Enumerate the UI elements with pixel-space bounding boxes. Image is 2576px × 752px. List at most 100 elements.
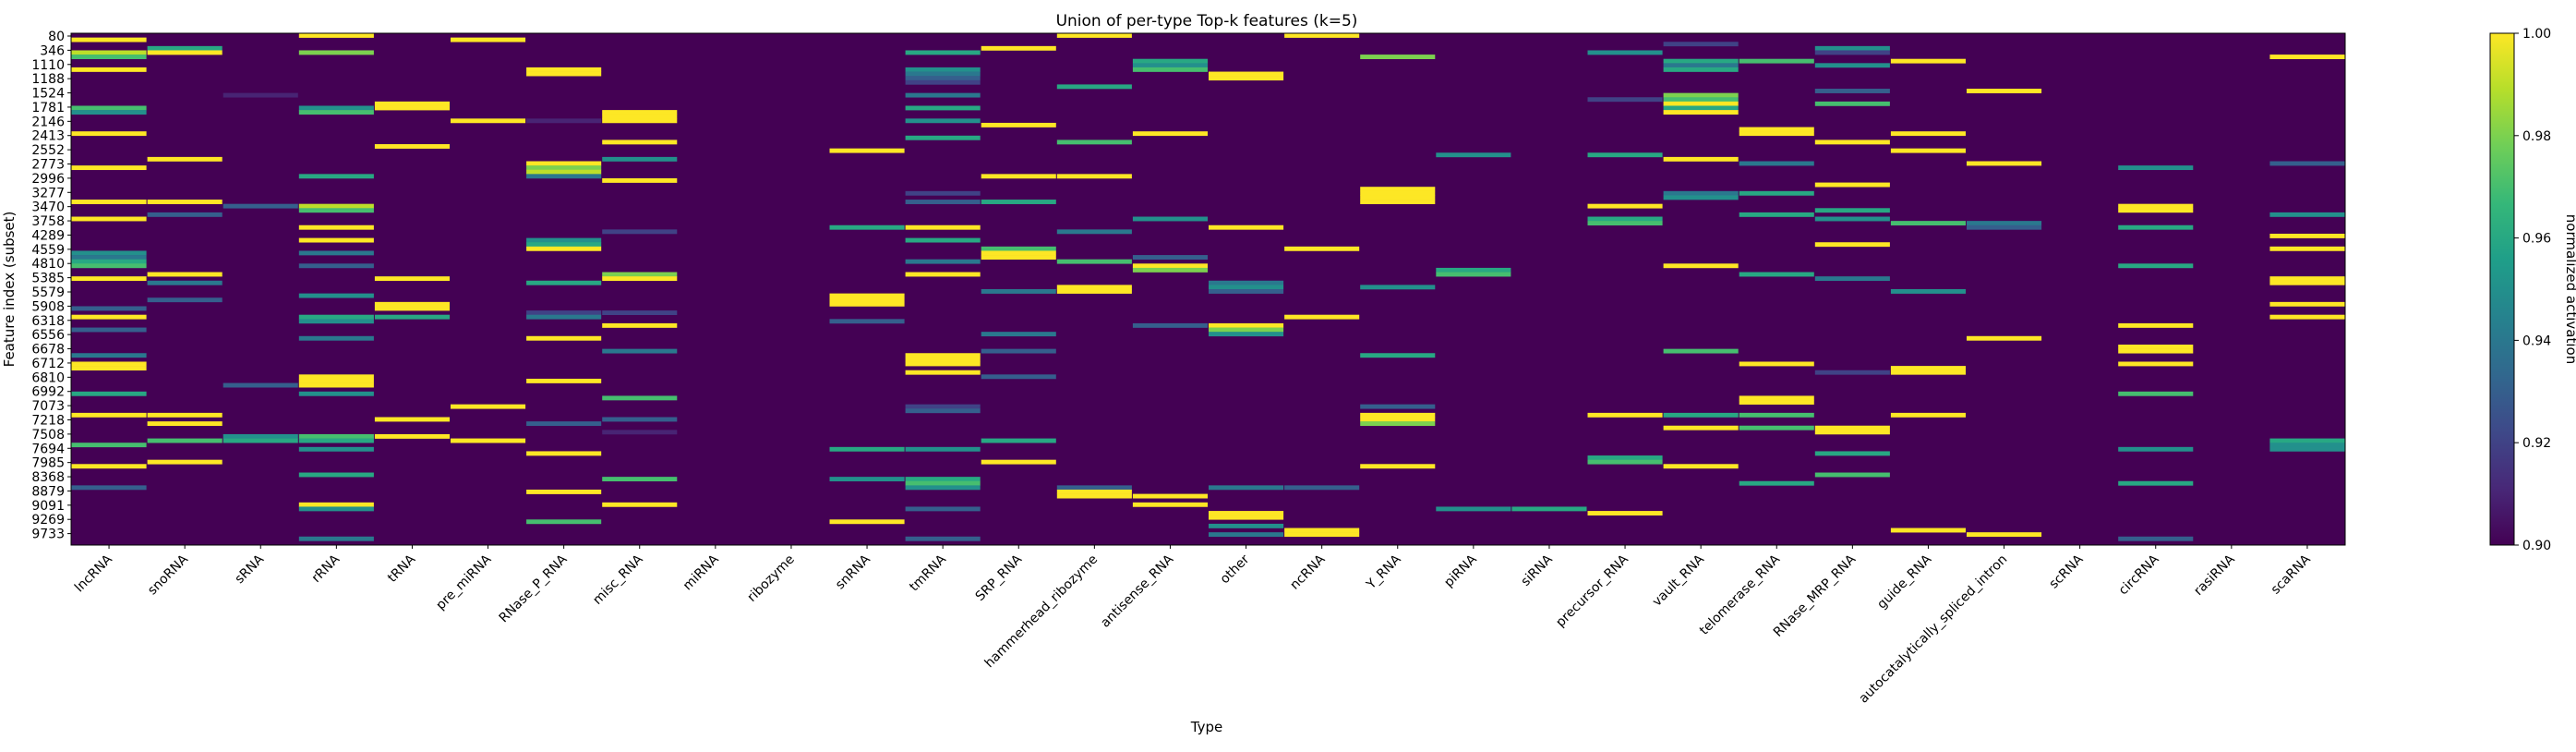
- heatmap-cell: [71, 200, 147, 204]
- heatmap-cell: [2118, 348, 2194, 354]
- colorbar-ticks: 0.90 0.92 0.94 0.96 0.98 1.00: [2514, 27, 2551, 553]
- heatmap-cell: [2118, 263, 2194, 269]
- heatmap-cell: [1360, 412, 1436, 418]
- heatmap-cell: [1814, 276, 1890, 282]
- x-tick-label: misc_RNA: [590, 552, 646, 608]
- heatmap-cell: [1436, 152, 1511, 158]
- heatmap-cell: [526, 246, 602, 251]
- heatmap-cell: [1814, 139, 1890, 145]
- y-tick-label: 6678: [31, 343, 65, 358]
- heatmap-cell: [2118, 536, 2194, 541]
- heatmap-cell: [905, 370, 981, 375]
- heatmap-cell: [223, 438, 298, 443]
- x-tick-label: guide_RNA: [1874, 552, 1934, 612]
- x-tick-label: piRNA: [1441, 552, 1480, 590]
- heatmap-cell: [1360, 421, 1436, 427]
- heatmap-cell: [1814, 63, 1890, 68]
- heatmap-cell: [298, 382, 374, 388]
- heatmap-cell: [147, 297, 223, 303]
- heatmap-cell: [1814, 89, 1890, 93]
- heatmap-cell: [298, 536, 374, 541]
- heatmap-cell: [2269, 55, 2345, 59]
- heatmap-cell: [829, 319, 905, 324]
- heatmap-cell: [2118, 322, 2194, 328]
- heatmap-cell: [1967, 335, 2042, 341]
- heatmap-cell: [1814, 451, 1890, 456]
- heatmap-cell: [71, 391, 147, 396]
- y-tick-label: 1781: [31, 101, 65, 115]
- heatmap-cell: [1056, 289, 1132, 294]
- heatmap-cell: [71, 443, 147, 448]
- y-tick-label: 3758: [31, 214, 65, 229]
- heatmap-cell: [1056, 229, 1132, 235]
- plot-frame: [70, 32, 2346, 546]
- heatmap-cell: [2118, 345, 2194, 349]
- heatmap-cell: [1360, 353, 1436, 358]
- heatmap-cell: [374, 314, 450, 320]
- heatmap-cell: [905, 79, 981, 85]
- heatmap-cell: [981, 45, 1056, 51]
- heatmap-cell: [1360, 190, 1436, 196]
- heatmap-cell: [526, 242, 602, 248]
- heatmap-cell: [981, 459, 1056, 465]
- heatmap-cell: [1814, 182, 1890, 188]
- heatmap-cell: [905, 536, 981, 541]
- heatmap-cell: [1360, 187, 1436, 192]
- x-tick-label: snRNA: [833, 552, 873, 592]
- heatmap-cell: [1739, 58, 1814, 64]
- heatmap-cell: [602, 395, 678, 401]
- x-tick-label: precursor_RNA: [1553, 552, 1631, 630]
- heatmap-cell: [905, 446, 981, 452]
- y-tick-label: 6992: [31, 385, 65, 400]
- y-tick-label: 3470: [31, 200, 65, 215]
- heatmap-cell: [602, 229, 678, 235]
- heatmap-cell: [71, 37, 147, 42]
- heatmap-cell: [223, 433, 298, 439]
- y-tick-label: 6318: [31, 314, 65, 329]
- heatmap-cell: [1056, 489, 1132, 494]
- heatmap-cell: [1739, 425, 1814, 431]
- x-tick-label: autocatalytically_spliced_intron: [1856, 552, 2010, 707]
- heatmap-cell: [1132, 67, 1208, 72]
- heatmap-cell: [981, 438, 1056, 443]
- heatmap-cell: [1132, 255, 1208, 260]
- y-tick-label: 7508: [31, 428, 65, 443]
- heatmap-cell: [1739, 400, 1814, 405]
- heatmap-cell: [298, 446, 374, 452]
- y-tick-label: 5385: [31, 272, 65, 286]
- heatmap-cell: [298, 33, 374, 38]
- heatmap-cell: [451, 37, 526, 42]
- heatmap-cell: [905, 237, 981, 243]
- x-tick-label: tRNA: [385, 552, 419, 586]
- x-tick-label: scRNA: [2046, 552, 2086, 591]
- heatmap-cell: [602, 118, 678, 124]
- heatmap-cell: [1663, 92, 1739, 98]
- heatmap-cell: [1056, 259, 1132, 264]
- heatmap-cell: [2269, 301, 2345, 307]
- heatmap-cell: [298, 391, 374, 396]
- heatmap-cell: [71, 55, 147, 59]
- heatmap-cell: [526, 174, 602, 179]
- heatmap-cell: [1132, 502, 1208, 507]
- heatmap-cell: [905, 404, 981, 409]
- heatmap-cell: [1814, 101, 1890, 106]
- heatmap-cell: [1663, 348, 1739, 354]
- heatmap-cell: [1814, 208, 1890, 213]
- heatmap-cell: [2269, 276, 2345, 282]
- heatmap-cell: [451, 404, 526, 409]
- heatmap-cell: [829, 301, 905, 307]
- heatmap-cell: [1360, 417, 1436, 422]
- heatmap-cell: [1587, 412, 1663, 418]
- heatmap-background: [71, 33, 2345, 545]
- heatmap-cell: [905, 190, 981, 196]
- heatmap-cell: [1890, 412, 1966, 418]
- heatmap-cell: [602, 156, 678, 162]
- heatmap-cell: [1739, 361, 1814, 367]
- heatmap-cell: [1209, 280, 1284, 285]
- heatmap-cell: [829, 297, 905, 303]
- y-tick-label: 7985: [31, 456, 65, 471]
- heatmap-cell: [1436, 272, 1511, 277]
- colorbar-tick-label: 0.92: [2522, 436, 2551, 451]
- x-tick-label: circRNA: [2116, 552, 2162, 598]
- heatmap-cell: [1056, 174, 1132, 179]
